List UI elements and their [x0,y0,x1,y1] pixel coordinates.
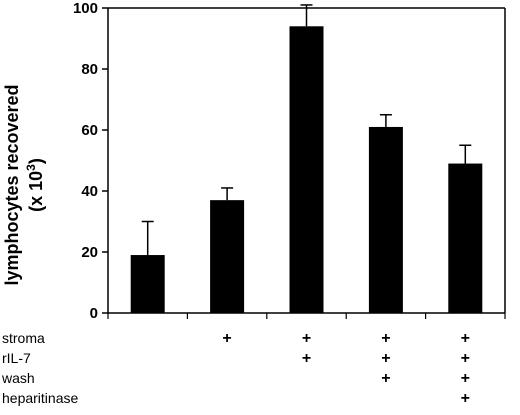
condition-mark: + [302,350,311,367]
y-axis-label: lymphocytes recovered (x 103) [2,84,46,285]
condition-mark: + [381,370,390,387]
condition-mark: + [461,370,470,387]
condition-mark: + [381,350,390,367]
bars [130,4,483,314]
condition-row-label: wash [1,370,35,386]
y-axis-label-line1: lymphocytes recovered [2,84,22,285]
bar [210,200,245,313]
condition-row-label: stroma [2,330,45,346]
svg-text:lymphocytes recovered: lymphocytes recovered [2,84,22,285]
bar [289,26,324,314]
svg-text:(x 103): (x 103) [24,158,46,212]
bar [130,255,165,313]
y-axis-label-superscript: 3 [24,164,38,171]
axes: 0 20 40 60 80 100 [73,0,506,322]
y-tick-label: 80 [81,61,98,78]
condition-mark: + [381,330,390,347]
y-tick-label: 60 [81,122,98,139]
y-tick-label: 100 [73,0,98,17]
y-tick-label: 40 [81,183,98,200]
y-tick-label: 0 [90,305,98,322]
condition-mark: + [461,330,470,347]
condition-row-label: heparitinase [2,390,78,406]
condition-table: stroma + + + + rIL-7 + + + wash + + heparitinase + [1,330,470,407]
condition-row-label: rIL-7 [2,350,31,366]
y-tick-label: 20 [81,244,98,261]
y-axis-label-prefix: (x 10 [26,171,46,212]
condition-mark: + [222,330,231,347]
bar [448,163,483,313]
bar [368,126,403,313]
condition-mark: + [302,330,311,347]
condition-mark: + [461,350,470,367]
y-axis-label-suffix: ) [26,158,46,164]
condition-mark: + [461,390,470,407]
